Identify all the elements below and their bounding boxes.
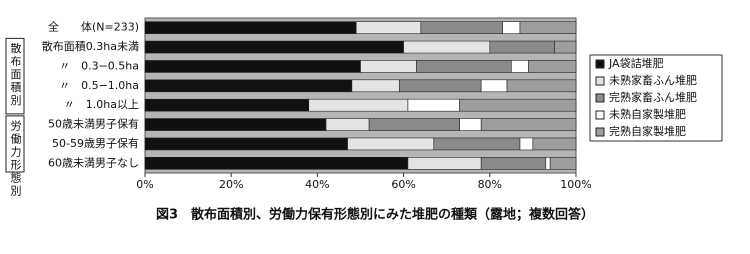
x-tick-label: 60% <box>391 178 415 191</box>
bar-segment <box>480 157 547 170</box>
bar-segment <box>144 137 348 151</box>
bar-segment <box>519 137 534 151</box>
bar-segment <box>506 79 577 93</box>
bar-segment <box>407 157 482 170</box>
group-label: 散布面積別 <box>9 41 22 107</box>
bar-segment <box>459 118 482 131</box>
category-label: 〃 0.5−1.0ha <box>59 79 139 92</box>
x-tick-label: 80% <box>478 178 502 191</box>
bar-segment <box>554 40 577 54</box>
bar-segment <box>502 21 521 34</box>
bar-segment <box>144 21 357 34</box>
chart-title: 図3 散布面積別、労働力保有形態別にみた堆肥の種類（露地；複数回答） <box>156 207 594 223</box>
bar-segment <box>511 60 529 73</box>
legend-swatch <box>595 93 605 103</box>
legend-swatch <box>595 59 605 69</box>
x-tick-label: 0% <box>136 178 153 191</box>
group-box <box>5 115 25 173</box>
bar-segment <box>433 137 521 151</box>
bar-segment <box>489 40 555 54</box>
group-box <box>5 37 25 115</box>
bar-segment <box>398 79 482 93</box>
bar-segment <box>368 118 460 131</box>
bar-segment <box>144 40 404 54</box>
bar-segment <box>528 60 577 73</box>
category-label: 〃 1.0ha以上 <box>64 98 139 111</box>
legend-label: 未熟自家製堆肥 <box>609 107 686 121</box>
category-label: 50歳未満男子保有 <box>48 117 139 131</box>
bar-segment <box>420 21 504 34</box>
category-label: 全 体(N=233) <box>48 20 139 34</box>
legend-box <box>589 54 723 142</box>
legend-label: JA袋詰堆肥 <box>608 56 664 70</box>
bar-segment <box>144 60 361 73</box>
bar-segment <box>545 157 551 170</box>
bar-segment <box>360 60 417 73</box>
category-label: 50-59歳男子保有 <box>52 136 139 150</box>
legend-label: 完熟自家製堆肥 <box>609 124 686 138</box>
bar-segment <box>144 118 327 131</box>
x-tick-label: 20% <box>219 178 243 191</box>
bar-segment <box>347 137 435 151</box>
bar-segment <box>403 40 491 54</box>
bar-segment <box>416 60 512 73</box>
bar-segment <box>519 21 577 34</box>
bar-segment <box>407 98 460 112</box>
bar-segment <box>351 79 400 93</box>
bar-segment <box>549 157 577 170</box>
category-label: 散布面積0.3ha未満 <box>42 39 139 53</box>
category-label: 〃 0.3−0.5ha <box>59 59 139 72</box>
legend-swatch <box>595 76 605 86</box>
x-tick-label: 40% <box>305 178 329 191</box>
bar-segment <box>355 21 422 34</box>
x-tick-label: 100% <box>560 178 591 191</box>
legend-swatch <box>595 127 605 137</box>
category-label: 60歳未満男子なし <box>48 156 139 169</box>
bar-segment <box>459 98 577 112</box>
bar-segment <box>532 137 577 151</box>
bar-segment <box>325 118 370 131</box>
bar-segment <box>480 118 577 131</box>
bar-segment <box>144 157 409 170</box>
legend-swatch <box>595 110 605 120</box>
legend-label: 完熟家畜ふん堆肥 <box>609 90 697 104</box>
bar-segment <box>480 79 508 93</box>
group-label: 労働力形態別 <box>9 119 22 198</box>
bar-segment <box>308 98 409 112</box>
bar-segment <box>144 79 353 93</box>
bar-segment <box>144 98 310 112</box>
legend-label: 未熟家畜ふん堆肥 <box>609 73 697 87</box>
